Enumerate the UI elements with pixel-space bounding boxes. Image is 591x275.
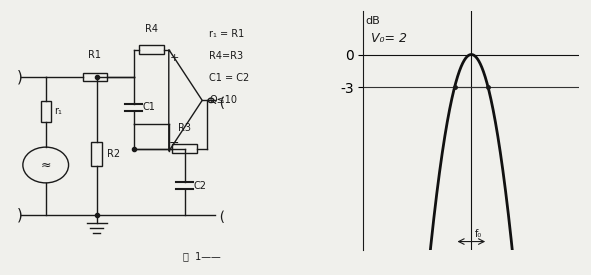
Text: C1: C1: [142, 102, 155, 112]
Text: R4=R3: R4=R3: [209, 51, 243, 61]
Text: Q≤10: Q≤10: [209, 95, 237, 105]
Text: ): ): [218, 208, 223, 221]
Text: C1 = C2: C1 = C2: [209, 73, 249, 83]
Text: R3: R3: [178, 123, 191, 133]
Bar: [83, 73, 107, 81]
Text: R4: R4: [145, 24, 158, 34]
Text: r₁: r₁: [54, 106, 63, 116]
Text: V₀= 2: V₀= 2: [371, 32, 407, 45]
Text: R1: R1: [89, 51, 102, 60]
Text: ): ): [17, 207, 22, 222]
Text: 图  1——: 图 1——: [183, 251, 220, 261]
Text: ≈: ≈: [40, 158, 51, 172]
Text: R2: R2: [107, 149, 121, 159]
Text: +: +: [170, 53, 178, 63]
Bar: [41, 101, 51, 122]
Text: f₀: f₀: [475, 229, 482, 239]
Bar: [139, 45, 164, 54]
Bar: [173, 144, 197, 153]
Text: r₁ = R1: r₁ = R1: [209, 29, 245, 39]
Text: dB: dB: [366, 16, 381, 26]
Text: ): ): [218, 94, 223, 107]
Text: ): ): [17, 70, 22, 84]
Text: C2: C2: [193, 181, 206, 191]
Text: −: −: [169, 136, 179, 150]
Bar: [92, 142, 102, 166]
